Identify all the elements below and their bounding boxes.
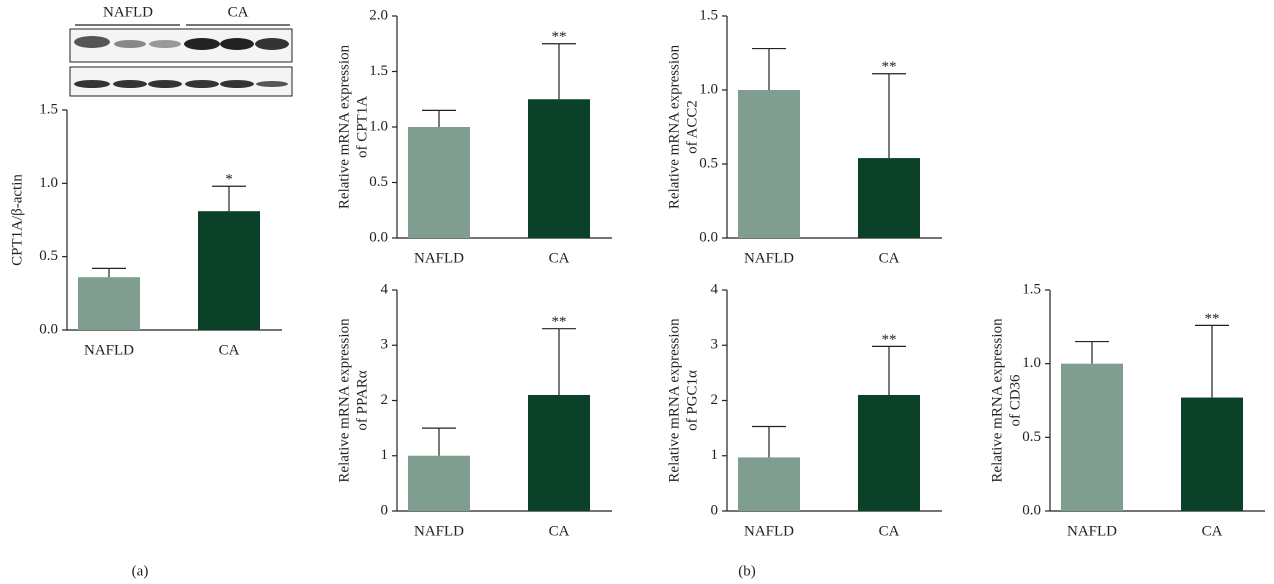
y-tick-label: 0.5 bbox=[699, 155, 718, 171]
y-tick-label: 0.5 bbox=[369, 174, 388, 190]
x-tick-label: CA bbox=[879, 523, 900, 539]
panel-label: (a) bbox=[132, 563, 149, 579]
y-tick-label: 1.0 bbox=[39, 175, 58, 191]
blot-band bbox=[149, 40, 181, 48]
blot-label: CA bbox=[228, 4, 249, 20]
panel-label: (b) bbox=[738, 563, 756, 579]
x-tick-label: NAFLD bbox=[744, 250, 794, 266]
y-tick-label: 1 bbox=[711, 447, 719, 463]
y-axis-label: Relative mRNA expression bbox=[336, 318, 352, 483]
error-bar bbox=[422, 428, 456, 456]
significance-label: ** bbox=[882, 332, 897, 348]
blot-band bbox=[74, 80, 110, 88]
significance-label: * bbox=[225, 172, 233, 188]
western-blot bbox=[70, 25, 292, 96]
error-bar bbox=[752, 426, 786, 457]
y-axis-label: Relative mRNA expression bbox=[666, 318, 682, 483]
y-tick-label: 1.5 bbox=[1022, 281, 1041, 297]
blot-band bbox=[184, 38, 220, 50]
y-tick-label: 2.0 bbox=[369, 7, 388, 23]
blot-band bbox=[74, 36, 110, 48]
error-bar bbox=[1075, 342, 1109, 364]
bar bbox=[528, 99, 590, 238]
y-axis-label: of PPARα bbox=[354, 370, 370, 430]
x-tick-label: CA bbox=[879, 250, 900, 266]
y-tick-label: 0.0 bbox=[1022, 502, 1041, 518]
bar bbox=[198, 211, 260, 330]
error-bar bbox=[542, 44, 576, 100]
x-tick-label: CA bbox=[549, 523, 570, 539]
y-axis-label: Relative mRNA expression bbox=[336, 44, 352, 209]
blot-label: NAFLD bbox=[103, 4, 153, 20]
y-axis-label: of CD36 bbox=[1007, 374, 1023, 427]
bar bbox=[858, 158, 920, 238]
bar bbox=[1061, 364, 1123, 511]
error-bar bbox=[872, 346, 906, 395]
error-bar bbox=[542, 329, 576, 395]
significance-label: ** bbox=[552, 29, 567, 45]
error-bar bbox=[92, 268, 126, 277]
blot-band bbox=[148, 80, 182, 88]
bar bbox=[858, 395, 920, 511]
y-tick-label: 1.5 bbox=[39, 101, 58, 117]
x-tick-label: CA bbox=[549, 250, 570, 266]
error-bar bbox=[1195, 325, 1229, 397]
bar bbox=[408, 127, 470, 238]
blot-band bbox=[113, 80, 147, 88]
bar bbox=[738, 90, 800, 238]
bar bbox=[408, 456, 470, 511]
blot-band bbox=[220, 38, 254, 50]
y-axis-label: of CPT1A bbox=[354, 96, 370, 158]
x-tick-label: CA bbox=[219, 342, 240, 358]
error-bar bbox=[752, 49, 786, 90]
y-tick-label: 1.0 bbox=[369, 118, 388, 134]
y-tick-label: 0.5 bbox=[39, 248, 58, 264]
y-tick-label: 4 bbox=[711, 281, 719, 297]
significance-label: ** bbox=[1205, 311, 1220, 327]
y-tick-label: 0.0 bbox=[699, 229, 718, 245]
y-tick-label: 1 bbox=[381, 447, 389, 463]
y-tick-label: 2 bbox=[381, 392, 389, 408]
bar bbox=[1181, 398, 1243, 511]
bar bbox=[738, 457, 800, 511]
blot-band bbox=[114, 40, 146, 48]
blot-band bbox=[255, 38, 289, 50]
error-bar bbox=[212, 186, 246, 211]
significance-label: ** bbox=[882, 59, 897, 75]
x-tick-label: NAFLD bbox=[414, 523, 464, 539]
x-tick-label: CA bbox=[1202, 523, 1223, 539]
y-tick-label: 0.5 bbox=[1022, 429, 1041, 445]
y-tick-label: 0.0 bbox=[369, 229, 388, 245]
x-tick-label: NAFLD bbox=[414, 250, 464, 266]
bar bbox=[528, 395, 590, 511]
blot-band bbox=[185, 80, 219, 88]
x-tick-label: NAFLD bbox=[84, 342, 134, 358]
y-tick-label: 4 bbox=[381, 281, 389, 297]
y-axis-label: of ACC2 bbox=[684, 100, 700, 154]
y-tick-label: 0.0 bbox=[39, 321, 58, 337]
y-tick-label: 1.5 bbox=[369, 63, 388, 79]
y-tick-label: 2 bbox=[711, 392, 719, 408]
y-tick-label: 3 bbox=[381, 337, 389, 353]
blot-band bbox=[220, 80, 254, 88]
blot-band bbox=[256, 81, 288, 87]
y-tick-label: 0 bbox=[381, 502, 389, 518]
y-axis-label: Relative mRNA expression bbox=[666, 44, 682, 209]
y-axis-label: CPT1A/β-actin bbox=[9, 174, 25, 266]
figure: NAFLD CA (a) (b) 0.0 0.5 1.0 1.5 CPT1A/β-act… bbox=[0, 0, 1274, 584]
y-tick-label: 1.0 bbox=[1022, 355, 1041, 371]
error-bar bbox=[422, 110, 456, 127]
y-axis-label: Relative mRNA expression bbox=[989, 318, 1005, 483]
significance-label: ** bbox=[552, 314, 567, 330]
bar bbox=[78, 277, 140, 330]
y-tick-label: 1.0 bbox=[699, 81, 718, 97]
y-tick-label: 0 bbox=[711, 502, 719, 518]
x-tick-label: NAFLD bbox=[744, 523, 794, 539]
y-tick-label: 3 bbox=[711, 337, 719, 353]
y-tick-label: 1.5 bbox=[699, 7, 718, 23]
y-axis-label: of PGC1α bbox=[684, 370, 700, 431]
x-tick-label: NAFLD bbox=[1067, 523, 1117, 539]
error-bar bbox=[872, 74, 906, 158]
